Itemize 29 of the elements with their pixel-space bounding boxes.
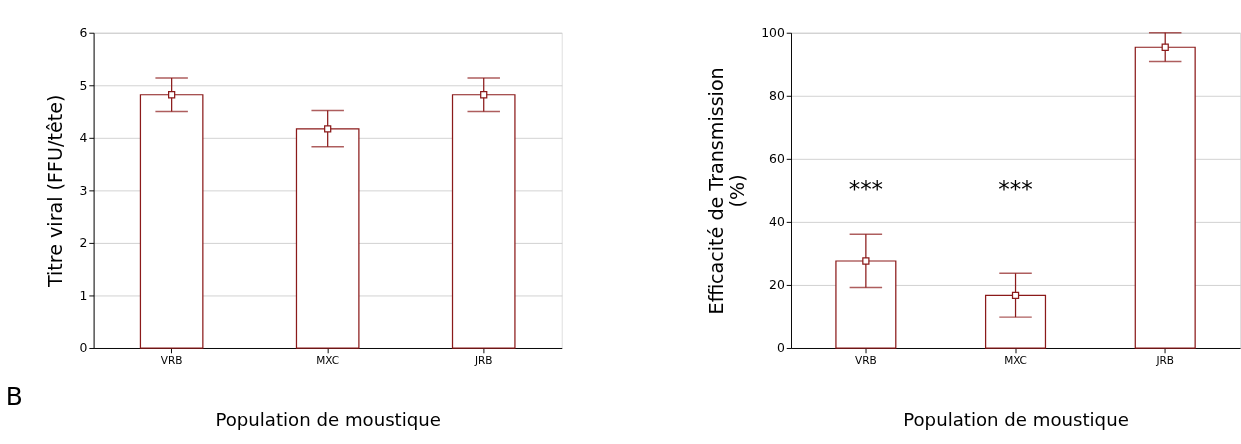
point <box>1161 43 1169 51</box>
x-tick-label: MXC <box>316 353 340 366</box>
y-tick-label: 3 <box>79 182 88 198</box>
y-tick-label: 60 <box>769 151 785 167</box>
y-tick-label: 2 <box>79 235 88 251</box>
y-tick-label: 6 <box>79 25 88 41</box>
y-tick-label: 0 <box>776 340 785 356</box>
x-axis-title: Population de moustique <box>215 408 441 430</box>
x-axis-title: Population de moustique <box>903 408 1129 430</box>
annotation: *** <box>848 176 884 203</box>
y-tick-label: 80 <box>769 88 785 104</box>
y-axis-title: Titre viral (FFU/tête) <box>44 94 68 289</box>
y-tick-label: 40 <box>769 214 785 230</box>
y-tick-label: 1 <box>79 287 88 303</box>
x-tick-label: JRB <box>473 353 493 366</box>
x-tick-label: VRB <box>160 353 183 366</box>
y-tick-label: 0 <box>79 340 88 356</box>
y-tick-label: 4 <box>79 130 88 146</box>
x-tick-label: MXC <box>1004 353 1027 366</box>
y-tick-label: 100 <box>761 25 785 41</box>
x-tick-label: JRB <box>1155 353 1175 366</box>
x-tick-label: VRB <box>855 353 877 366</box>
y-axis-title: Efficacité de Transmission (%) <box>704 67 749 315</box>
point <box>862 257 870 265</box>
annotation: *** <box>998 176 1033 203</box>
point <box>1011 291 1020 300</box>
y-tick-label: 5 <box>79 77 88 93</box>
text: B <box>5 382 23 412</box>
y-tick-label: 20 <box>769 277 785 293</box>
